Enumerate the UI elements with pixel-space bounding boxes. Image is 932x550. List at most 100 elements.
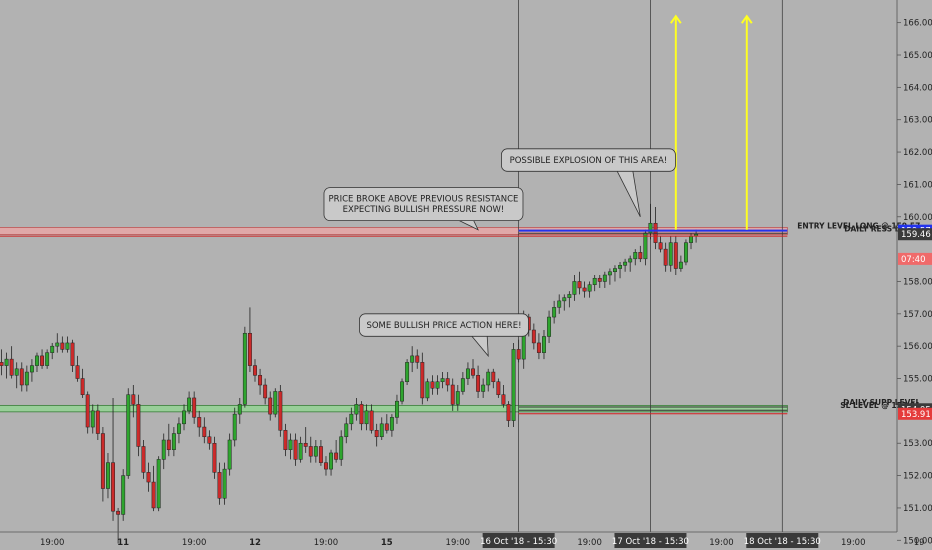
candle-body bbox=[471, 368, 475, 376]
candle bbox=[161, 433, 166, 470]
level-label: DAILY SUPP LEVEL bbox=[843, 398, 920, 407]
candle-body bbox=[597, 277, 602, 282]
candle-body bbox=[628, 258, 633, 263]
candle bbox=[613, 265, 617, 282]
candle-body bbox=[440, 378, 445, 383]
candle bbox=[35, 352, 39, 373]
candle-body bbox=[658, 242, 663, 250]
candle bbox=[283, 423, 288, 457]
candle-body bbox=[415, 355, 420, 363]
candle bbox=[557, 294, 562, 314]
candle bbox=[263, 378, 268, 405]
candle bbox=[24, 365, 29, 392]
candle-body bbox=[460, 378, 465, 392]
candle bbox=[668, 236, 673, 272]
candle bbox=[678, 255, 683, 272]
candle-body bbox=[465, 368, 470, 379]
y-tick-label: 153.00 bbox=[903, 439, 932, 449]
candle-body bbox=[369, 410, 374, 431]
candle bbox=[197, 410, 202, 437]
candle-body bbox=[303, 442, 308, 447]
candle-body bbox=[100, 433, 105, 489]
candle-body bbox=[389, 417, 394, 431]
candle-body bbox=[334, 452, 339, 460]
candle-body bbox=[202, 426, 207, 438]
candle bbox=[227, 433, 232, 476]
candle bbox=[253, 359, 257, 382]
candle-body bbox=[4, 358, 9, 366]
candle-body bbox=[638, 252, 643, 260]
candle bbox=[146, 462, 151, 492]
candle bbox=[420, 352, 425, 405]
candle bbox=[171, 427, 176, 457]
candle-body bbox=[405, 362, 410, 383]
y-tick-label: 162.00 bbox=[903, 148, 932, 158]
candle bbox=[131, 385, 136, 418]
candle-body bbox=[572, 281, 577, 295]
candle-body bbox=[374, 430, 379, 438]
candle-body bbox=[511, 349, 516, 421]
candle-body bbox=[633, 252, 638, 260]
candle-body bbox=[673, 242, 678, 269]
y-tick-label: 156.00 bbox=[903, 342, 932, 352]
candle-body bbox=[496, 381, 501, 395]
candle-body bbox=[111, 462, 115, 512]
candle-body bbox=[90, 410, 95, 428]
candle-body bbox=[65, 342, 70, 350]
candle-body bbox=[298, 442, 303, 460]
candle-body bbox=[80, 378, 85, 395]
candle-body bbox=[283, 430, 288, 450]
candle bbox=[562, 294, 567, 311]
vertical-lines-layer bbox=[518, 0, 783, 532]
candle bbox=[684, 239, 688, 266]
candle bbox=[349, 407, 354, 431]
level-label: ENTRY LEVEL LONG @ 159.57 bbox=[797, 222, 920, 231]
candle-body bbox=[618, 265, 622, 269]
candle-body bbox=[577, 281, 582, 289]
candle bbox=[136, 394, 141, 457]
candle-body bbox=[313, 446, 318, 457]
x-session-tag bbox=[746, 533, 819, 548]
y-tick-label: 157.00 bbox=[903, 310, 932, 320]
candle-body bbox=[379, 423, 384, 438]
x-tick-label: 12 bbox=[249, 538, 261, 548]
x-tick-label: 11 bbox=[117, 538, 129, 548]
candle bbox=[242, 326, 247, 408]
candle-body bbox=[35, 355, 39, 366]
candle bbox=[293, 433, 298, 466]
candle bbox=[80, 368, 85, 398]
candle-body bbox=[623, 261, 628, 266]
target-arrow bbox=[740, 14, 753, 230]
candle-body bbox=[349, 413, 354, 425]
candle bbox=[95, 404, 100, 440]
callout-text: POSSIBLE EXPLOSION OF THIS AREA! bbox=[510, 156, 668, 166]
candle bbox=[202, 417, 207, 444]
candle-body bbox=[364, 410, 369, 425]
candle bbox=[471, 359, 475, 379]
candle-body bbox=[151, 481, 156, 509]
candle bbox=[4, 352, 9, 379]
candle bbox=[389, 414, 394, 437]
candle bbox=[582, 281, 587, 298]
x-tick-label: 19:00 bbox=[841, 538, 866, 548]
candle bbox=[182, 404, 186, 431]
candle bbox=[481, 378, 486, 398]
candle bbox=[116, 507, 121, 544]
candle-body bbox=[613, 268, 617, 273]
callout-box bbox=[501, 148, 676, 172]
candle bbox=[126, 388, 131, 479]
candle bbox=[410, 346, 415, 373]
candle bbox=[111, 397, 115, 521]
x-tick-label: 19:00 bbox=[182, 538, 207, 548]
callout-text: PRICE BROKE ABOVE PREVIOUS RESISTANCE bbox=[329, 195, 519, 205]
candle bbox=[511, 342, 516, 428]
candle-body bbox=[207, 436, 212, 444]
candle-body bbox=[161, 439, 166, 460]
candle-body bbox=[531, 329, 536, 344]
candle bbox=[9, 346, 14, 379]
candle-body bbox=[263, 384, 268, 399]
candle-body bbox=[258, 375, 263, 386]
candle-body bbox=[50, 345, 55, 353]
